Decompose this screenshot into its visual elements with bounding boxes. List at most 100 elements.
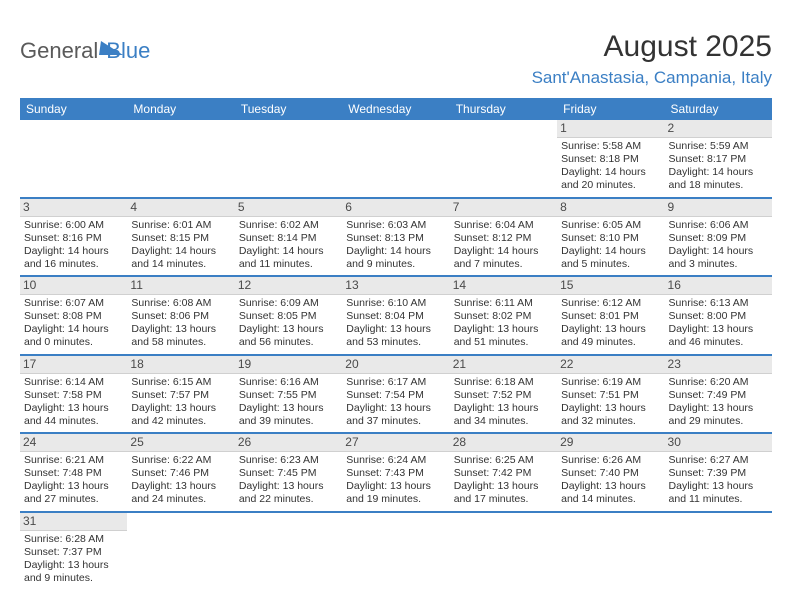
sunset-text: Sunset: 7:55 PM (239, 389, 338, 402)
day-number: 5 (235, 199, 342, 217)
day-number: 28 (450, 434, 557, 452)
daylight1-text: Daylight: 14 hours (669, 166, 768, 179)
day-cell: 31Sunrise: 6:28 AMSunset: 7:37 PMDayligh… (20, 513, 127, 590)
daylight2-text: and 27 minutes. (24, 493, 123, 506)
day-number: 31 (20, 513, 127, 531)
daylight2-text: and 29 minutes. (669, 415, 768, 428)
day-cell: 6Sunrise: 6:03 AMSunset: 8:13 PMDaylight… (342, 199, 449, 276)
week-row: 3Sunrise: 6:00 AMSunset: 8:16 PMDaylight… (20, 199, 772, 278)
daylight2-text: and 5 minutes. (561, 258, 660, 271)
sunrise-text: Sunrise: 6:22 AM (131, 454, 230, 467)
daylight1-text: Daylight: 14 hours (561, 166, 660, 179)
sunrise-text: Sunrise: 6:27 AM (669, 454, 768, 467)
sunset-text: Sunset: 7:39 PM (669, 467, 768, 480)
day-header: Monday (127, 98, 234, 120)
daylight2-text: and 9 minutes. (24, 572, 123, 585)
day-number: 25 (127, 434, 234, 452)
week-row: 10Sunrise: 6:07 AMSunset: 8:08 PMDayligh… (20, 277, 772, 356)
day-number: 7 (450, 199, 557, 217)
day-number: 20 (342, 356, 449, 374)
day-header: Wednesday (342, 98, 449, 120)
empty-cell (450, 513, 557, 590)
daylight2-text: and 14 minutes. (131, 258, 230, 271)
day-number: 27 (342, 434, 449, 452)
sunset-text: Sunset: 8:01 PM (561, 310, 660, 323)
sunset-text: Sunset: 8:10 PM (561, 232, 660, 245)
daylight1-text: Daylight: 14 hours (346, 245, 445, 258)
sunset-text: Sunset: 7:51 PM (561, 389, 660, 402)
sunrise-text: Sunrise: 6:02 AM (239, 219, 338, 232)
daylight1-text: Daylight: 13 hours (669, 402, 768, 415)
day-cell: 19 Sunrise: 6:16 AMSunset: 7:55 PMDayligh… (235, 356, 342, 433)
empty-cell (342, 120, 449, 197)
sunrise-text: Sunrise: 6:14 AM (24, 376, 123, 389)
sunset-text: Sunset: 7:43 PM (346, 467, 445, 480)
daylight2-text: and 37 minutes. (346, 415, 445, 428)
daylight2-text: and 18 minutes. (669, 179, 768, 192)
sunset-text: Sunset: 8:06 PM (131, 310, 230, 323)
sunset-text: Sunset: 7:42 PM (454, 467, 553, 480)
empty-cell (665, 513, 772, 590)
sunset-text: Sunset: 7:58 PM (24, 389, 123, 402)
sunrise-text: Sunrise: 6:28 AM (24, 533, 123, 546)
day-cell: 24Sunrise: 6:21 AMSunset: 7:48 PMDayligh… (20, 434, 127, 511)
sunrise-text: Sunrise: 6:15 AM (131, 376, 230, 389)
sunrise-text: Sunrise: 6:20 AM (669, 376, 768, 389)
sunrise-text: Sunrise: 6:08 AM (131, 297, 230, 310)
daylight2-text: and 24 minutes. (131, 493, 230, 506)
logo: General Blue (20, 38, 150, 64)
daylight1-text: Daylight: 13 hours (239, 323, 338, 336)
sunrise-text: Sunrise: 6:16 AM (239, 376, 338, 389)
daylight1-text: Daylight: 14 hours (239, 245, 338, 258)
weeks-container: 1Sunrise: 5:58 AMSunset: 8:18 PMDaylight… (20, 120, 772, 589)
daylight1-text: Daylight: 13 hours (24, 402, 123, 415)
sunrise-text: Sunrise: 6:12 AM (561, 297, 660, 310)
sunset-text: Sunset: 8:08 PM (24, 310, 123, 323)
sunrise-text: Sunrise: 6:11 AM (454, 297, 553, 310)
day-header: Thursday (450, 98, 557, 120)
daylight2-text: and 49 minutes. (561, 336, 660, 349)
day-cell: 22Sunrise: 6:19 AMSunset: 7:51 PMDayligh… (557, 356, 664, 433)
day-cell: 27Sunrise: 6:24 AMSunset: 7:43 PMDayligh… (342, 434, 449, 511)
sunset-text: Sunset: 7:57 PM (131, 389, 230, 402)
sunset-text: Sunset: 8:16 PM (24, 232, 123, 245)
sunset-text: Sunset: 8:12 PM (454, 232, 553, 245)
day-cell: 10Sunrise: 6:07 AMSunset: 8:08 PMDayligh… (20, 277, 127, 354)
sunrise-text: Sunrise: 6:05 AM (561, 219, 660, 232)
day-number: 19 (235, 356, 342, 374)
day-cell: 21Sunrise: 6:18 AMSunset: 7:52 PMDayligh… (450, 356, 557, 433)
day-cell: 18Sunrise: 6:15 AMSunset: 7:57 PMDayligh… (127, 356, 234, 433)
sunset-text: Sunset: 7:49 PM (669, 389, 768, 402)
day-number: 22 (557, 356, 664, 374)
sunrise-text: Sunrise: 6:25 AM (454, 454, 553, 467)
sunset-text: Sunset: 8:17 PM (669, 153, 768, 166)
daylight2-text: and 39 minutes. (239, 415, 338, 428)
day-cell: 1Sunrise: 5:58 AMSunset: 8:18 PMDaylight… (557, 120, 664, 197)
daylight2-text: and 32 minutes. (561, 415, 660, 428)
daylight1-text: Daylight: 13 hours (454, 402, 553, 415)
daylight2-text: and 0 minutes. (24, 336, 123, 349)
daylight1-text: Daylight: 13 hours (561, 480, 660, 493)
day-cell: 16Sunrise: 6:13 AMSunset: 8:00 PMDayligh… (665, 277, 772, 354)
day-header: Tuesday (235, 98, 342, 120)
daylight2-text: and 11 minutes. (239, 258, 338, 271)
daylight1-text: Daylight: 13 hours (131, 323, 230, 336)
daylight1-text: Daylight: 13 hours (454, 323, 553, 336)
daylight2-text: and 22 minutes. (239, 493, 338, 506)
daylight1-text: Daylight: 13 hours (239, 402, 338, 415)
empty-cell (127, 513, 234, 590)
daylight1-text: Daylight: 14 hours (669, 245, 768, 258)
day-cell: 3Sunrise: 6:00 AMSunset: 8:16 PMDaylight… (20, 199, 127, 276)
day-cell: 4Sunrise: 6:01 AMSunset: 8:15 PMDaylight… (127, 199, 234, 276)
day-number: 3 (20, 199, 127, 217)
day-number: 11 (127, 277, 234, 295)
day-header: Saturday (665, 98, 772, 120)
day-header: Sunday (20, 98, 127, 120)
sunset-text: Sunset: 8:18 PM (561, 153, 660, 166)
week-row: 17Sunrise: 6:14 AMSunset: 7:58 PMDayligh… (20, 356, 772, 435)
daylight2-text: and 14 minutes. (561, 493, 660, 506)
sunset-text: Sunset: 7:48 PM (24, 467, 123, 480)
sunrise-text: Sunrise: 6:23 AM (239, 454, 338, 467)
daylight1-text: Daylight: 13 hours (561, 323, 660, 336)
day-number: 17 (20, 356, 127, 374)
